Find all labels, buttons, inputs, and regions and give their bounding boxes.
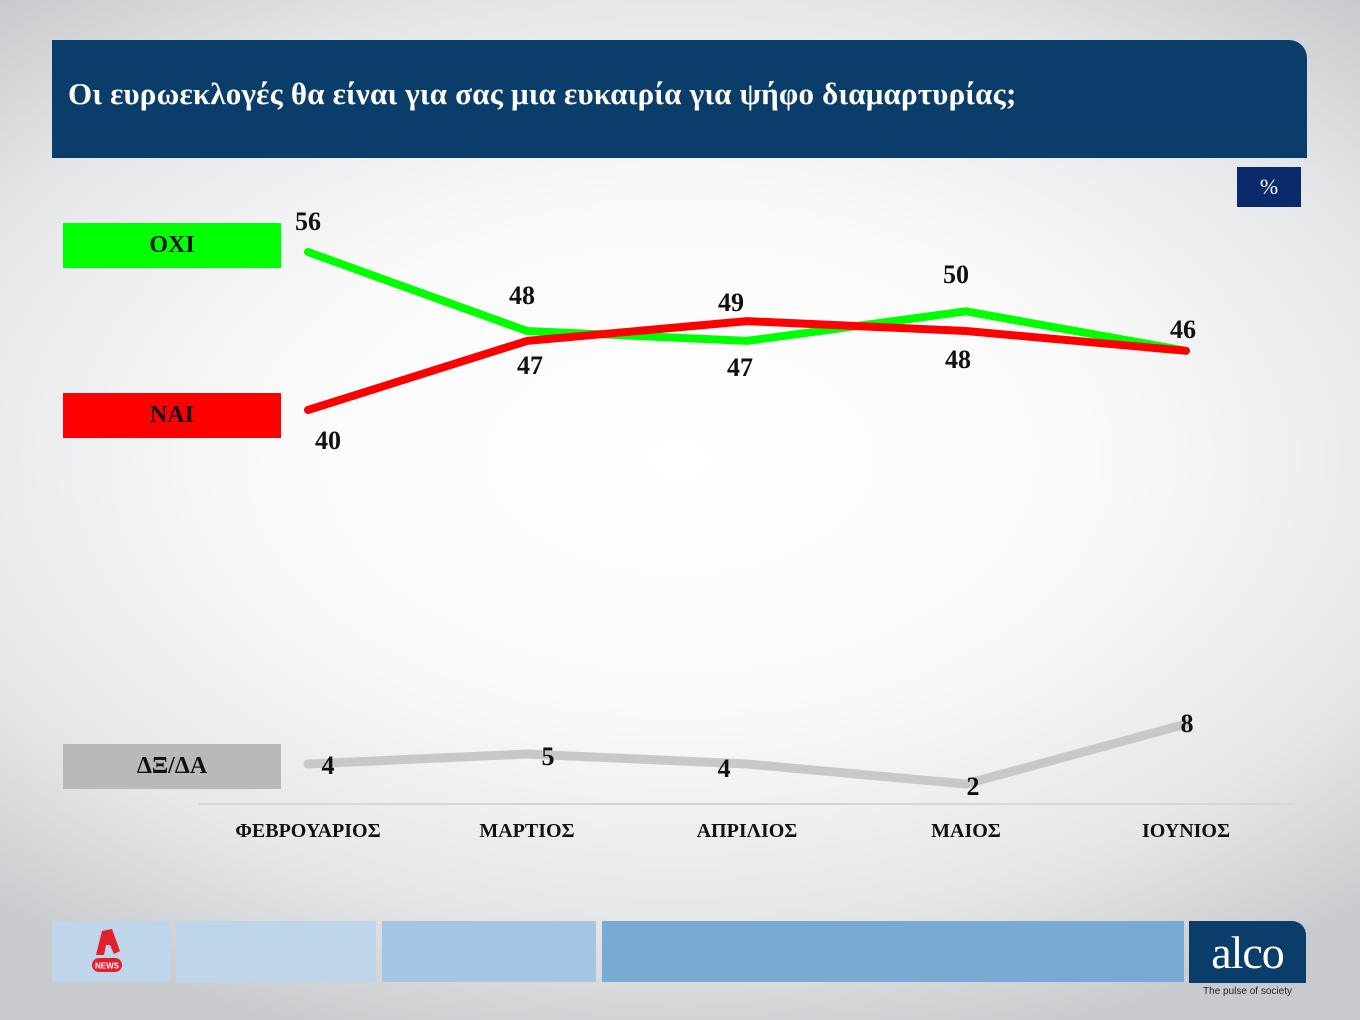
series-line-nai — [304, 317, 1190, 414]
x-tick-2: ΑΠΡΙΛΙΟΣ — [697, 820, 798, 842]
x-tick-1: ΜΑΡΤΙΟΣ — [479, 820, 574, 842]
legend-oxi: OXI — [63, 223, 281, 268]
series-line-oxi — [304, 248, 1190, 355]
alco-tagline: The pulse of society — [1203, 986, 1292, 997]
label-dkda-0: 4 — [322, 751, 335, 780]
series-line-dkda — [303, 719, 1191, 789]
label-oxi-0: 56 — [295, 207, 321, 236]
x-tick-4: ΙΟΥΝΙΟΣ — [1142, 820, 1230, 842]
label-nai-1: 47 — [517, 351, 543, 380]
label-nai-2: 49 — [718, 288, 744, 317]
label-oxi-3: 50 — [943, 260, 969, 289]
alpha-news-logo: NEWS — [52, 921, 170, 982]
alpha-news-icon: NEWS — [92, 929, 122, 972]
title-banner: Οι ευρωεκλογές θα είναι για σας μια ευκα… — [52, 40, 1307, 158]
label-dkda-2: 4 — [718, 754, 731, 783]
label-dkda-4: 8 — [1181, 709, 1194, 738]
page-title: Οι ευρωεκλογές θα είναι για σας μια ευκα… — [68, 76, 1017, 111]
legend-nai: NAI — [63, 393, 281, 438]
label-nai-0: 40 — [315, 426, 341, 455]
unit-badge: % — [1237, 167, 1301, 207]
label-oxi-4: 46 — [1170, 315, 1196, 344]
label-oxi-1: 48 — [509, 281, 535, 310]
label-oxi-2: 47 — [727, 353, 753, 382]
footer-bar-segment-1 — [176, 921, 376, 982]
legend-dkda: ΔΞ/ΔΑ — [63, 744, 281, 789]
alco-logo: alco — [1189, 921, 1306, 983]
label-nai-3: 48 — [945, 345, 971, 374]
label-dkda-3: 2 — [967, 772, 980, 801]
label-dkda-1: 5 — [542, 742, 555, 771]
footer-bar-segment-2 — [382, 921, 596, 982]
footer-bar-segment-3 — [602, 921, 1184, 982]
x-tick-0: ΦΕΒΡΟΥΑΡΙΟΣ — [235, 820, 380, 842]
svg-text:NEWS: NEWS — [95, 962, 120, 971]
x-tick-3: ΜΑΙΟΣ — [931, 820, 1001, 842]
